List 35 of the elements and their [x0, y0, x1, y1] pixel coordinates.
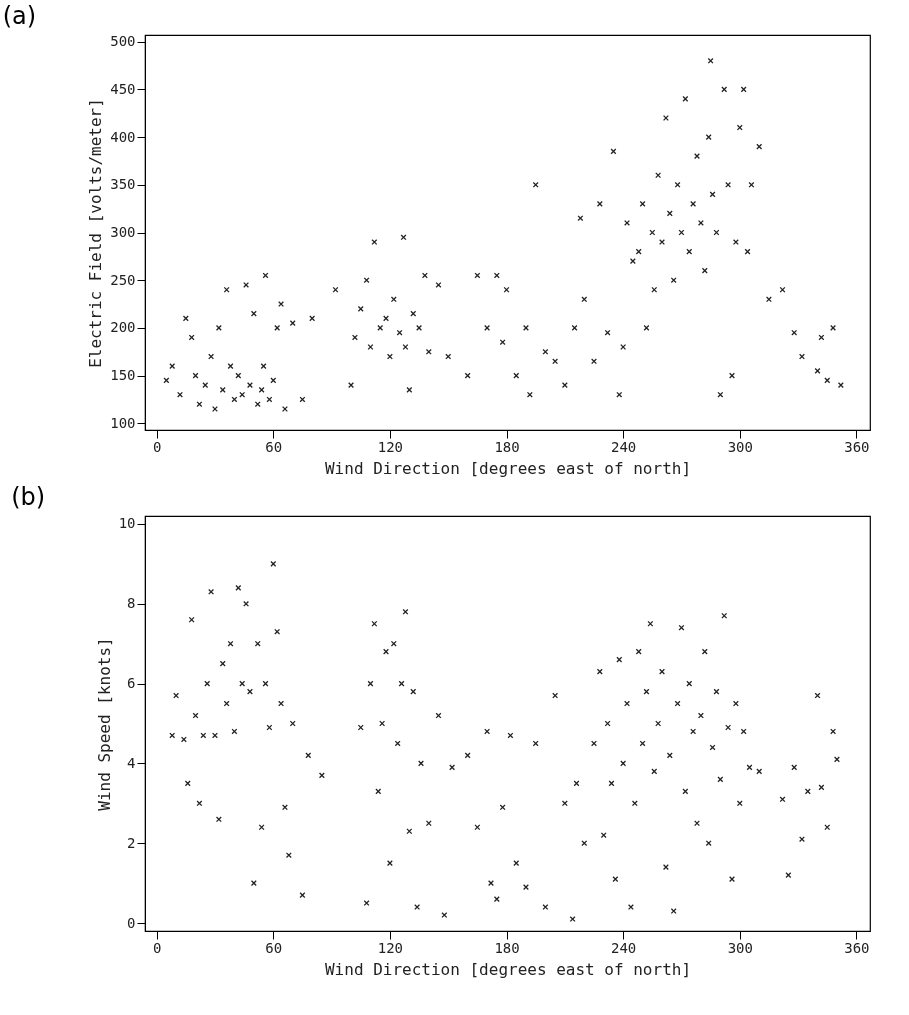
x-tick-label: 300 [727, 438, 753, 455]
y-axis-title: Electric Field [volts/meter] [86, 98, 106, 368]
x-tick-label: 120 [377, 939, 404, 956]
y-tick-label: 400 [110, 128, 136, 145]
y-tick-label: 8 [127, 595, 136, 612]
y-tick-label: 200 [110, 319, 136, 336]
x-tick-label: 60 [265, 438, 283, 455]
y-tick-label: 4 [127, 754, 136, 771]
x-tick-label: 60 [265, 939, 283, 956]
x-tick-label: 360 [844, 438, 870, 455]
y-tick-label: 350 [110, 176, 136, 193]
x-tick-label: 240 [611, 438, 637, 455]
x-tick-label: 0 [152, 939, 162, 956]
x-tick-label: 120 [377, 438, 404, 455]
chart-title: (a) [2, 1, 37, 30]
y-tick-label: 250 [110, 271, 136, 288]
x-tick-label: 0 [152, 438, 162, 455]
x-tick-label: 180 [494, 939, 520, 956]
x-tick-label: 240 [611, 939, 637, 956]
y-tick-label: 2 [127, 834, 136, 851]
y-tick-label: 450 [110, 80, 136, 97]
y-tick-label: 100 [110, 414, 136, 431]
y-tick-label: 150 [110, 367, 136, 384]
y-tick-label: 500 [110, 33, 136, 50]
x-tick-label: 360 [844, 939, 870, 956]
x-axis-title: Wind Direction [degrees east of north] [324, 458, 692, 478]
y-tick-label: 10 [118, 515, 136, 532]
x-tick-label: 180 [494, 438, 520, 455]
x-axis-title: Wind Direction [degrees east of north] [324, 959, 692, 979]
y-tick-label: 300 [110, 224, 136, 240]
y-tick-label: 6 [127, 675, 136, 692]
y-tick-label: 0 [127, 914, 136, 931]
y-axis-title: Wind Speed [knots] [94, 637, 114, 811]
chart-title: (b) [11, 483, 46, 511]
x-tick-label: 300 [727, 939, 753, 956]
